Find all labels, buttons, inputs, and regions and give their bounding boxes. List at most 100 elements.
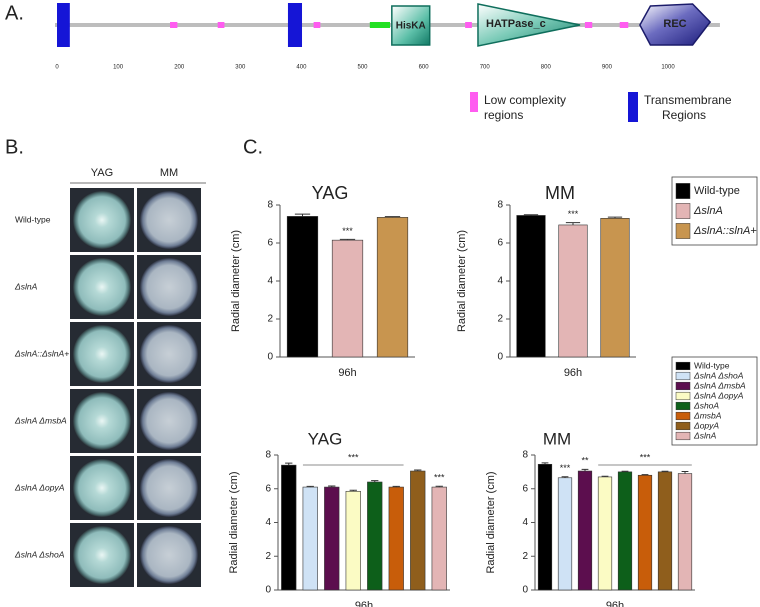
y-tick-label: 8 (267, 200, 273, 211)
bar (431, 486, 447, 591)
legend-swatch (675, 391, 691, 401)
legend-label: Wild-type (694, 360, 730, 370)
bar (577, 470, 593, 591)
error-bar (285, 462, 293, 466)
scale-tick-label: 500 (357, 65, 368, 71)
bar (324, 486, 340, 591)
error-bar (414, 469, 422, 472)
y-tick-label: 0 (522, 585, 528, 596)
y-tick-label: 4 (522, 517, 528, 528)
y-tick-label: 8 (497, 200, 503, 211)
legend-label: Low complexity regions (484, 93, 569, 122)
legend-label: Transmembrane Regions (644, 93, 735, 122)
y-tick-label: 4 (267, 276, 273, 287)
legend-label: ΔslnA ΔmsbA (693, 380, 746, 390)
significance: *** (640, 452, 651, 462)
error-bar (601, 475, 609, 477)
error-bar (306, 485, 314, 488)
row-label: ΔslnA (14, 281, 38, 291)
row-label: ΔslnA ΔshoA (14, 549, 65, 559)
error-bar (294, 213, 311, 217)
hatpase-domain (477, 3, 581, 47)
scale-tick-label: 600 (419, 65, 430, 71)
error-bar (328, 485, 336, 488)
error-bar (561, 476, 569, 478)
error-bar (435, 485, 443, 488)
legend-swatch (675, 421, 691, 431)
error-bar (523, 214, 539, 216)
significance: *** (348, 452, 359, 462)
scale-tick-label: 100 (113, 65, 124, 71)
legend-swatch (675, 203, 691, 219)
bar (558, 224, 588, 358)
bar (367, 481, 383, 591)
significance: *** (568, 209, 579, 219)
error-bar (392, 485, 400, 488)
legend-label: ΔmsbA (693, 410, 722, 420)
y-tick-label: 8 (522, 450, 528, 461)
bar (597, 476, 613, 591)
error-bar (661, 470, 669, 472)
x-tick-label: 96h (564, 367, 582, 379)
legend-swatch (675, 371, 691, 381)
significance: *** (560, 463, 571, 473)
bar (600, 218, 630, 358)
low-complexity-region (465, 22, 472, 28)
legend-label: Wild-type (694, 185, 740, 197)
panel-label: C. (243, 136, 263, 158)
y-axis-label: Radial diameter (cm) (485, 471, 497, 573)
bar (286, 216, 319, 358)
bar (410, 470, 426, 591)
legend-swatch (628, 92, 638, 122)
y-tick-label: 2 (497, 314, 503, 325)
low-complexity-region (619, 22, 629, 28)
legend-label: ΔslnA (693, 205, 723, 217)
scale-tick-label: 300 (235, 65, 246, 71)
panel-label: A. (5, 2, 24, 24)
row-label: Wild-type (15, 214, 51, 224)
chart-title: YAG (308, 429, 343, 448)
chart-title: YAG (312, 183, 349, 203)
bar (345, 490, 361, 591)
plate (140, 459, 198, 517)
bar (537, 463, 553, 591)
plate (140, 526, 198, 584)
bar (331, 239, 364, 358)
column-header: MM (160, 167, 178, 179)
column-header: YAG (91, 167, 113, 179)
bar (388, 486, 404, 591)
plate (140, 191, 198, 249)
plate (140, 258, 198, 316)
y-tick-label: 6 (267, 238, 273, 249)
hiska-domain (391, 5, 431, 46)
plate (140, 325, 198, 383)
y-tick-label: 4 (265, 517, 271, 528)
bar (281, 464, 297, 591)
low-complexity-region (584, 22, 593, 28)
transmembrane-region (287, 3, 303, 47)
y-tick-label: 0 (265, 585, 271, 596)
legend-label: ΔslnA ΔopyA (693, 390, 744, 400)
error-bar (641, 474, 649, 476)
bar (617, 471, 633, 591)
legend-label: ΔshoA (693, 400, 719, 410)
scale-tick-label: 0 (55, 65, 59, 71)
legend-swatch (470, 92, 478, 112)
plate (73, 191, 131, 249)
legend-label: ΔslnA::slnA+ (693, 225, 757, 237)
plate (73, 325, 131, 383)
legend-swatch (675, 401, 691, 411)
segment (369, 22, 390, 28)
error-bar (371, 480, 379, 482)
y-axis-label: Radial diameter (cm) (456, 230, 468, 332)
scale-tick-label: 800 (541, 65, 552, 71)
scale-tick-label: 900 (602, 65, 613, 71)
legend-label: ΔslnA ΔshoA (693, 370, 744, 380)
chart-title: MM (545, 183, 575, 203)
domain-label: REC (663, 18, 686, 30)
legend-label: ΔopyA (693, 420, 719, 430)
error-bar (349, 489, 357, 492)
y-tick-label: 2 (267, 314, 273, 325)
legend-swatch (675, 223, 691, 239)
